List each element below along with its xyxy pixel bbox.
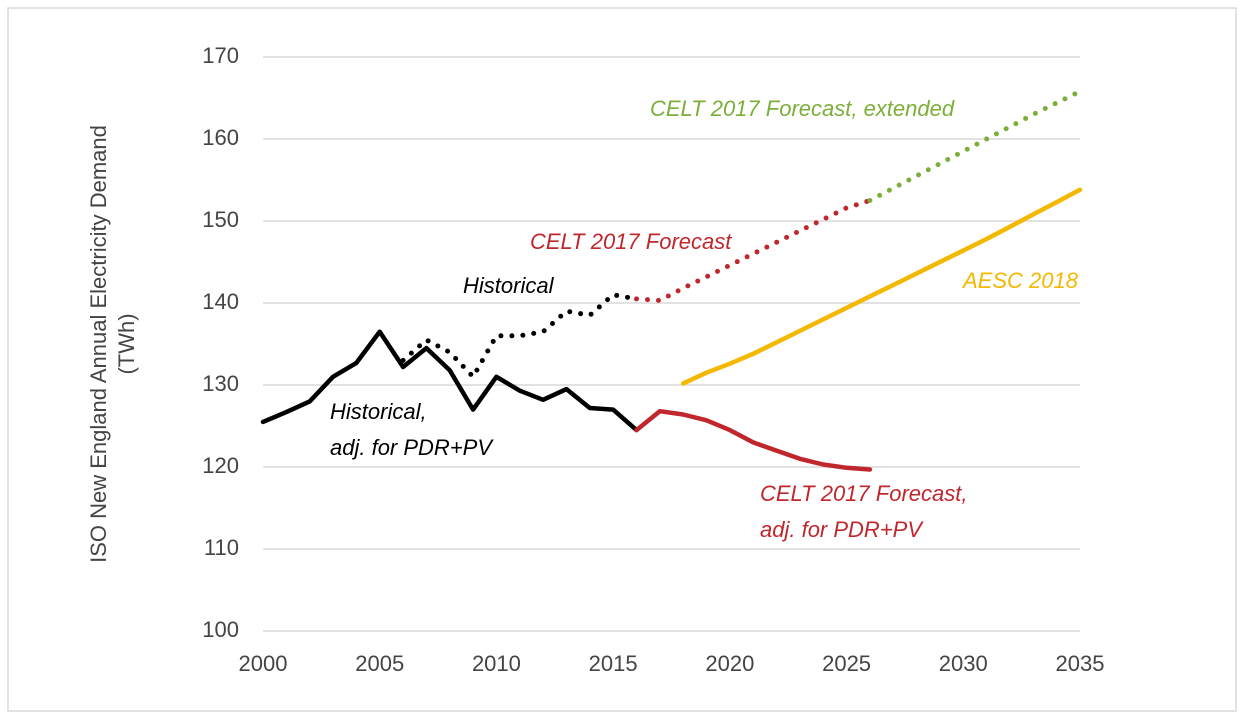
annotation: adj. for PDR+PV [760, 517, 924, 542]
annotation: CELT 2017 Forecast, extended [650, 96, 955, 121]
series-line [400, 292, 639, 380]
annotation: Historical [463, 273, 555, 298]
y-tick-label: 140 [202, 289, 239, 314]
y-tick-label: 110 [204, 535, 239, 560]
y-axis-label: ISO New England Annual Electricity Deman… [86, 125, 111, 563]
series-line [680, 187, 1083, 386]
annotation: adj. for PDR+PV [330, 435, 494, 460]
annotation: AESC 2018 [961, 268, 1079, 293]
x-tick-label: 2010 [472, 651, 521, 676]
annotation: Historical, [330, 399, 427, 424]
annotation: CELT 2017 Forecast, [760, 481, 967, 506]
y-tick-label: 120 [202, 453, 239, 478]
series-line [634, 408, 873, 472]
y-tick-label: 100 [202, 617, 239, 642]
x-tick-label: 2025 [822, 651, 871, 676]
y-tick-label: 130 [202, 371, 239, 396]
annotation: CELT 2017 Forecast [530, 229, 732, 254]
x-tick-label: 2000 [239, 651, 288, 676]
y-tick-label: 170 [202, 43, 239, 68]
y-axis-label: (TWh) [114, 313, 139, 374]
x-tick-label: 2035 [1056, 651, 1105, 676]
x-tick-label: 2015 [589, 651, 638, 676]
y-tick-label: 160 [202, 125, 239, 150]
x-tick-label: 2005 [355, 651, 404, 676]
x-tick-label: 2020 [705, 651, 754, 676]
chart-frame [7, 7, 1237, 712]
series-line [867, 88, 1083, 203]
y-tick-label: 150 [202, 207, 239, 232]
x-tick-label: 2030 [939, 651, 988, 676]
series-line [260, 329, 639, 433]
